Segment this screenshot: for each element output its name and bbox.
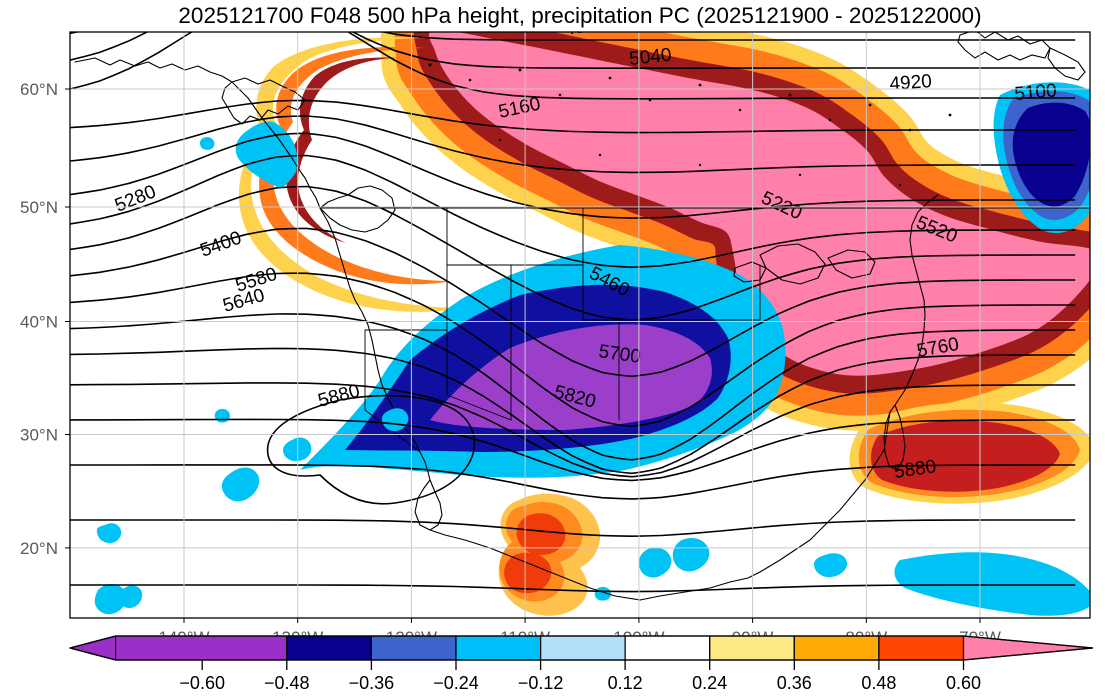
svg-text:0.36: 0.36 xyxy=(777,673,812,693)
svg-text:60°N: 60°N xyxy=(20,80,58,99)
svg-text:0.60: 0.60 xyxy=(946,673,981,693)
svg-text:20°N: 20°N xyxy=(20,539,58,558)
svg-text:0.12: 0.12 xyxy=(608,673,643,693)
svg-text:40°N: 40°N xyxy=(20,313,58,332)
svg-text:0.24: 0.24 xyxy=(692,673,727,693)
svg-text:5040: 5040 xyxy=(628,45,672,70)
svg-text:50°N: 50°N xyxy=(20,198,58,217)
svg-text:−0.36: −0.36 xyxy=(349,673,395,693)
svg-text:0.48: 0.48 xyxy=(861,673,896,693)
svg-text:−0.48: −0.48 xyxy=(264,673,310,693)
svg-text:−0.60: −0.60 xyxy=(179,673,225,693)
svg-text:2025121700 F048 500 hPa height: 2025121700 F048 500 hPa height, precipit… xyxy=(178,3,981,28)
svg-text:30°N: 30°N xyxy=(20,426,58,445)
svg-text:−0.24: −0.24 xyxy=(433,673,479,693)
svg-text:4920: 4920 xyxy=(889,71,933,95)
svg-text:5100: 5100 xyxy=(1014,80,1058,105)
svg-text:−0.12: −0.12 xyxy=(518,673,564,693)
